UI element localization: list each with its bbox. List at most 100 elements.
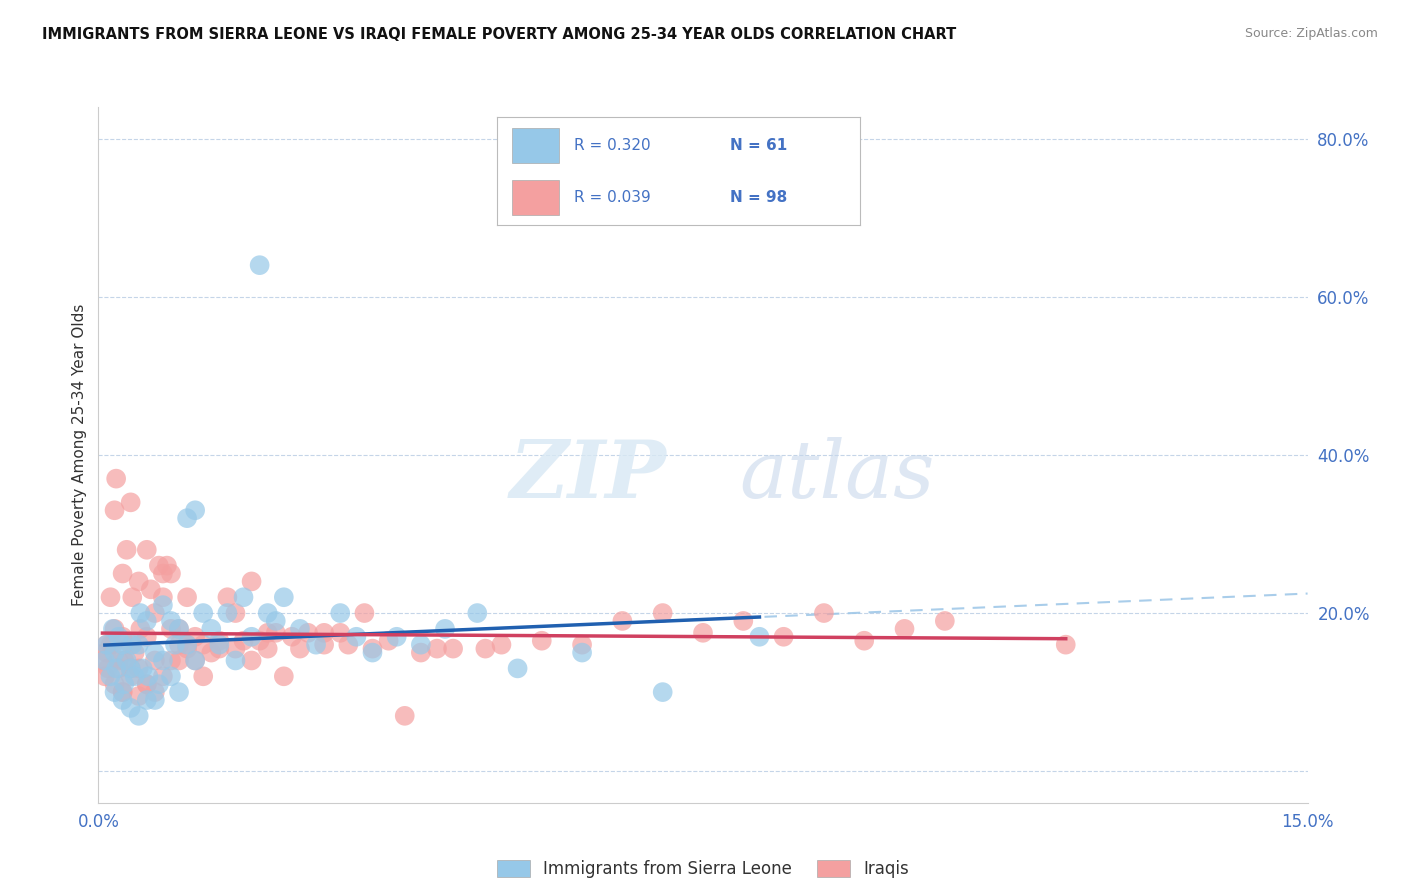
Y-axis label: Female Poverty Among 25-34 Year Olds: Female Poverty Among 25-34 Year Olds bbox=[72, 304, 87, 606]
Point bbox=[105, 472, 128, 486]
Point bbox=[288, 622, 311, 636]
Point bbox=[571, 638, 593, 652]
Point bbox=[491, 638, 513, 652]
Point bbox=[105, 661, 128, 675]
Point bbox=[167, 638, 190, 652]
Point bbox=[217, 591, 239, 605]
Point bbox=[120, 661, 142, 675]
Point bbox=[132, 661, 155, 675]
Point bbox=[135, 542, 157, 557]
Point bbox=[224, 641, 246, 656]
Point bbox=[249, 258, 271, 272]
Point bbox=[184, 653, 207, 667]
Point bbox=[138, 669, 160, 683]
Point bbox=[651, 606, 673, 620]
Point bbox=[692, 625, 714, 640]
Point bbox=[256, 606, 278, 620]
Point bbox=[240, 653, 263, 667]
Point bbox=[208, 633, 231, 648]
Point bbox=[107, 661, 129, 675]
Point bbox=[208, 638, 231, 652]
Point bbox=[112, 677, 135, 691]
Point bbox=[111, 630, 134, 644]
Point bbox=[115, 542, 138, 557]
Point bbox=[103, 677, 125, 691]
Point bbox=[100, 591, 122, 605]
Point bbox=[124, 669, 146, 683]
Point bbox=[143, 606, 166, 620]
Point bbox=[160, 614, 183, 628]
Point bbox=[128, 638, 150, 652]
Point bbox=[128, 574, 150, 589]
Point bbox=[176, 638, 198, 652]
Point bbox=[111, 693, 134, 707]
Point bbox=[361, 641, 384, 656]
Point bbox=[100, 638, 122, 652]
Point bbox=[385, 630, 408, 644]
Point bbox=[120, 669, 142, 683]
Point bbox=[148, 558, 170, 573]
Point bbox=[361, 646, 384, 660]
Point bbox=[893, 622, 915, 636]
Point bbox=[103, 622, 125, 636]
Point bbox=[651, 685, 673, 699]
Point bbox=[135, 630, 157, 644]
Point bbox=[107, 653, 129, 667]
Point bbox=[813, 606, 835, 620]
Point bbox=[184, 653, 207, 667]
Point bbox=[426, 641, 449, 656]
Point bbox=[143, 646, 166, 660]
Legend: Immigrants from Sierra Leone, Iraqis: Immigrants from Sierra Leone, Iraqis bbox=[489, 854, 917, 885]
Point bbox=[1054, 638, 1077, 652]
Point bbox=[111, 566, 134, 581]
Point bbox=[409, 646, 432, 660]
Point bbox=[120, 495, 142, 509]
Point bbox=[135, 677, 157, 691]
Point bbox=[217, 606, 239, 620]
Point bbox=[107, 630, 129, 644]
Point bbox=[353, 606, 375, 620]
Point bbox=[193, 638, 215, 652]
Point bbox=[288, 641, 311, 656]
Point bbox=[434, 622, 457, 636]
Point bbox=[100, 669, 122, 683]
Point bbox=[121, 591, 143, 605]
Text: ZIP: ZIP bbox=[510, 437, 666, 515]
Point bbox=[111, 685, 134, 699]
Point bbox=[249, 633, 271, 648]
Point bbox=[167, 653, 190, 667]
Point bbox=[143, 685, 166, 699]
Point bbox=[240, 574, 263, 589]
Point bbox=[96, 638, 118, 652]
Point bbox=[135, 677, 157, 691]
Point bbox=[329, 606, 352, 620]
Point bbox=[176, 591, 198, 605]
Point bbox=[506, 661, 529, 675]
Point bbox=[772, 630, 794, 644]
Point bbox=[208, 641, 231, 656]
Point bbox=[314, 638, 336, 652]
Point bbox=[152, 669, 174, 683]
Point bbox=[344, 630, 367, 644]
Point bbox=[103, 646, 125, 660]
Point bbox=[176, 641, 198, 656]
Point bbox=[160, 653, 183, 667]
Point bbox=[224, 653, 246, 667]
Point bbox=[115, 653, 138, 667]
Point bbox=[934, 614, 956, 628]
Point bbox=[571, 646, 593, 660]
Point bbox=[148, 677, 170, 691]
Point bbox=[193, 606, 215, 620]
Point bbox=[748, 630, 770, 644]
Point bbox=[152, 591, 174, 605]
Point bbox=[129, 606, 152, 620]
Point bbox=[96, 646, 118, 660]
Point bbox=[176, 511, 198, 525]
Point bbox=[264, 625, 287, 640]
Point bbox=[167, 622, 190, 636]
Point bbox=[193, 669, 215, 683]
Point bbox=[135, 614, 157, 628]
Point bbox=[120, 701, 142, 715]
Point bbox=[184, 630, 207, 644]
Text: atlas: atlas bbox=[740, 437, 935, 515]
